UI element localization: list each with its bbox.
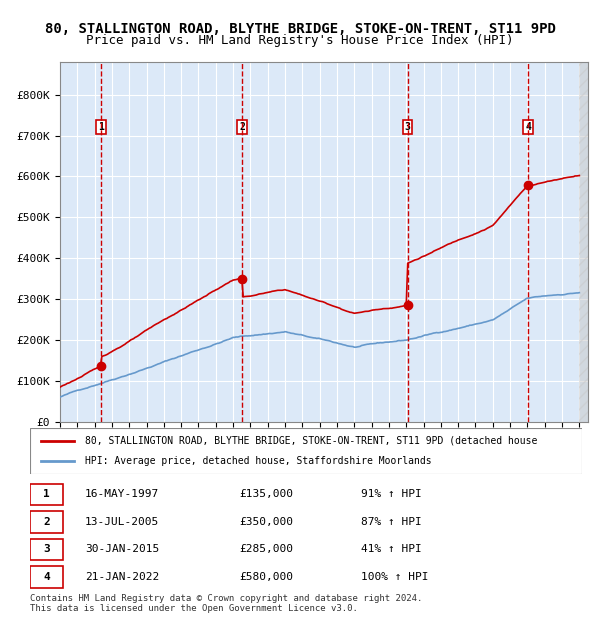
Text: 87% ↑ HPI: 87% ↑ HPI xyxy=(361,517,422,527)
Text: 1: 1 xyxy=(98,122,104,131)
Text: 16-MAY-1997: 16-MAY-1997 xyxy=(85,489,160,499)
Text: HPI: Average price, detached house, Staffordshire Moorlands: HPI: Average price, detached house, Staf… xyxy=(85,456,432,466)
Text: 3: 3 xyxy=(43,544,50,554)
Text: £135,000: £135,000 xyxy=(240,489,294,499)
Bar xyxy=(580,62,588,422)
FancyBboxPatch shape xyxy=(30,511,63,533)
Text: 91% ↑ HPI: 91% ↑ HPI xyxy=(361,489,422,499)
FancyBboxPatch shape xyxy=(30,539,63,560)
Text: 3: 3 xyxy=(404,122,410,131)
FancyBboxPatch shape xyxy=(30,566,63,588)
Text: 80, STALLINGTON ROAD, BLYTHE BRIDGE, STOKE-ON-TRENT, ST11 9PD: 80, STALLINGTON ROAD, BLYTHE BRIDGE, STO… xyxy=(44,22,556,36)
Text: 100% ↑ HPI: 100% ↑ HPI xyxy=(361,572,428,582)
Text: Price paid vs. HM Land Registry's House Price Index (HPI): Price paid vs. HM Land Registry's House … xyxy=(86,34,514,47)
Text: 4: 4 xyxy=(43,572,50,582)
Text: 4: 4 xyxy=(526,122,531,131)
Text: 41% ↑ HPI: 41% ↑ HPI xyxy=(361,544,422,554)
FancyBboxPatch shape xyxy=(30,428,582,474)
Text: Contains HM Land Registry data © Crown copyright and database right 2024.
This d: Contains HM Land Registry data © Crown c… xyxy=(30,594,422,613)
Text: 13-JUL-2005: 13-JUL-2005 xyxy=(85,517,160,527)
Text: £285,000: £285,000 xyxy=(240,544,294,554)
FancyBboxPatch shape xyxy=(30,484,63,505)
Text: £350,000: £350,000 xyxy=(240,517,294,527)
Text: £580,000: £580,000 xyxy=(240,572,294,582)
Text: 2: 2 xyxy=(43,517,50,527)
Text: 30-JAN-2015: 30-JAN-2015 xyxy=(85,544,160,554)
Text: 1: 1 xyxy=(43,489,50,499)
Text: 2: 2 xyxy=(239,122,245,131)
Text: 80, STALLINGTON ROAD, BLYTHE BRIDGE, STOKE-ON-TRENT, ST11 9PD (detached house: 80, STALLINGTON ROAD, BLYTHE BRIDGE, STO… xyxy=(85,436,538,446)
Text: 21-JAN-2022: 21-JAN-2022 xyxy=(85,572,160,582)
